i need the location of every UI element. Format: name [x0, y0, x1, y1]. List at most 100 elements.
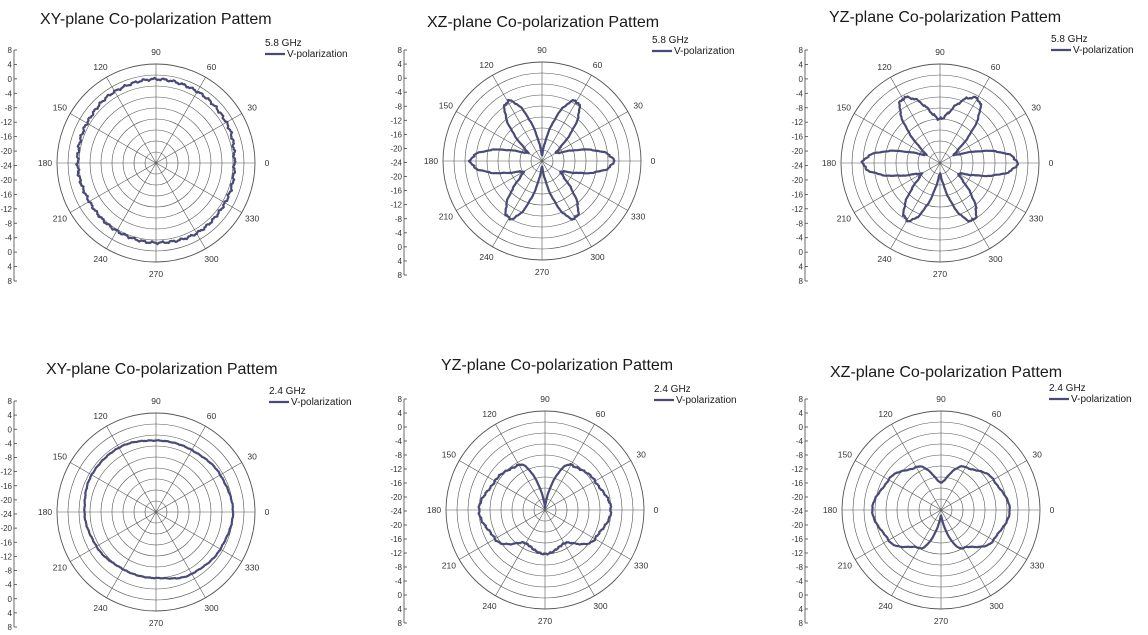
legend-series: V-polarization — [287, 49, 348, 60]
angle-label: 270 — [538, 616, 552, 626]
angle-label: 90 — [935, 47, 945, 57]
radial-tick-label: 0 — [8, 248, 13, 257]
chart-title: YZ-plane Co-polarization Pattem — [829, 9, 1061, 26]
grid-spoke — [155, 511, 206, 598]
grid-spoke — [155, 426, 206, 513]
chart-title: YZ-plane Co-polarization Pattem — [441, 357, 673, 374]
radial-tick-label: -24 — [0, 510, 12, 519]
radial-tick-label: -4 — [5, 439, 13, 448]
radial-tick-label: -8 — [395, 563, 403, 572]
angle-label: 240 — [877, 254, 891, 264]
radial-tick-label: -4 — [796, 577, 804, 586]
angle-label: 210 — [837, 214, 851, 224]
radial-tick-label: 4 — [398, 605, 403, 614]
radial-tick-label: 8 — [398, 395, 403, 404]
angle-label: 180 — [823, 505, 837, 515]
angle-label: 330 — [1030, 561, 1044, 571]
grid-spoke — [855, 460, 942, 511]
radial-tick-label: -16 — [791, 190, 803, 199]
angle-label: 60 — [992, 409, 1002, 419]
radial-tick-label: 8 — [799, 395, 804, 404]
angle-label: 30 — [1031, 103, 1041, 113]
radial-tick-label: -4 — [395, 229, 403, 238]
legend-series: V-polarization — [291, 397, 352, 408]
angle-label: 60 — [207, 62, 217, 72]
legend-frequency: 2.4 GHz — [1049, 383, 1086, 394]
angle-label: 270 — [934, 616, 948, 626]
radial-tick-label: -4 — [395, 88, 403, 97]
angle-label: 300 — [989, 601, 1003, 611]
angle-label: 120 — [877, 62, 891, 72]
pattern-trace — [870, 465, 1011, 550]
radial-tick-label: -12 — [0, 205, 12, 214]
radial-tick-label: 8 — [799, 619, 804, 628]
grid-spoke — [459, 460, 546, 511]
angle-label: 300 — [204, 254, 218, 264]
angle-label: 150 — [53, 103, 67, 113]
radial-tick-label: -12 — [0, 118, 12, 127]
angle-label: 0 — [1050, 505, 1055, 515]
radial-tick-label: -24 — [390, 159, 402, 168]
grid-spoke — [70, 511, 157, 562]
angle-label: 30 — [636, 450, 646, 460]
grid-spoke — [459, 509, 546, 560]
radial-tick-label: 0 — [8, 425, 13, 434]
radial-tick-label: -12 — [791, 118, 803, 127]
radial-tick-label: 8 — [398, 619, 403, 628]
radial-tick-label: -24 — [791, 507, 803, 516]
grid-spoke — [544, 509, 595, 596]
radial-tick-label: -16 — [791, 479, 803, 488]
radial-tick-label: -8 — [5, 104, 13, 113]
angle-label: 90 — [151, 47, 161, 57]
chart-title: XY-plane Co-polarization Pattem — [40, 11, 272, 28]
polar-chart-5: YZ-plane Co-polarization Pattem 0 30 60 90 12… — [390, 357, 736, 628]
radial-tick-label: -8 — [796, 219, 804, 228]
angle-label: 150 — [837, 103, 851, 113]
angle-label: 270 — [149, 618, 163, 628]
grid-spoke — [155, 462, 242, 513]
pattern-trace — [83, 439, 235, 580]
radial-tick-label: -12 — [0, 552, 12, 561]
radial-tick-label: 0 — [799, 75, 804, 84]
angle-label: 60 — [596, 409, 606, 419]
radial-tick-label: 0 — [799, 591, 804, 600]
grid-spoke — [155, 511, 242, 562]
angle-label: 0 — [654, 505, 659, 515]
grid-spoke — [70, 162, 157, 213]
angle-label: 0 — [651, 156, 656, 166]
chart-title: XZ-plane Co-polarization Pattem — [427, 14, 659, 31]
radial-tick-label: -8 — [5, 219, 13, 228]
radial-tick-label: 4 — [8, 411, 13, 420]
radial-tick-label: -4 — [5, 234, 13, 243]
radial-tick-label: 0 — [398, 243, 403, 252]
radial-tick-label: 8 — [799, 46, 804, 55]
radial-tick-label: -20 — [390, 493, 402, 502]
radial-tick-label: -16 — [390, 187, 402, 196]
angle-label: 60 — [991, 62, 1001, 72]
radial-tick-label: 0 — [398, 591, 403, 600]
radial-tick-label: -20 — [0, 496, 12, 505]
angle-label: 330 — [1029, 214, 1043, 224]
angle-label: 150 — [838, 450, 852, 460]
radial-tick-label: 8 — [8, 277, 13, 286]
grid-spoke — [541, 160, 628, 211]
angle-label: 0 — [265, 158, 270, 168]
angle-label: 330 — [631, 212, 645, 222]
radial-tick-label: 8 — [799, 277, 804, 286]
angle-label: 180 — [822, 158, 836, 168]
grid-spoke — [492, 160, 543, 247]
angle-label: 240 — [878, 601, 892, 611]
angle-label: 300 — [988, 254, 1002, 264]
angle-label: 330 — [245, 563, 259, 573]
radial-tick-label: -20 — [791, 521, 803, 530]
radial-tick-label: -4 — [395, 437, 403, 446]
radial-tick-label: -16 — [791, 535, 803, 544]
grid-spoke — [106, 426, 157, 513]
angle-label: 210 — [439, 212, 453, 222]
chart-title: XY-plane Co-polarization Pattem — [46, 361, 278, 378]
angle-label: 180 — [424, 156, 438, 166]
polar-chart-3: YZ-plane Co-polarization Pattem 0 30 60 90 12… — [791, 9, 1133, 286]
grid-spoke — [492, 75, 543, 162]
radial-tick-label: 4 — [8, 263, 13, 272]
